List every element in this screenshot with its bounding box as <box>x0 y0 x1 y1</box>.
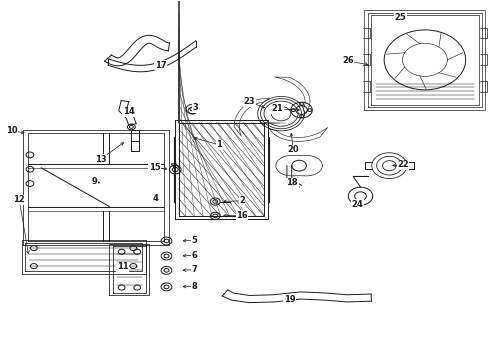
Text: 26: 26 <box>341 57 353 66</box>
Text: 9: 9 <box>92 177 98 186</box>
Text: 19: 19 <box>283 294 295 303</box>
Text: 1: 1 <box>216 140 222 149</box>
Text: 11: 11 <box>117 262 128 271</box>
Text: 18: 18 <box>286 178 298 187</box>
Text: 10: 10 <box>5 126 17 135</box>
Text: 24: 24 <box>351 200 363 209</box>
Text: 17: 17 <box>155 61 166 70</box>
Text: 5: 5 <box>191 236 197 245</box>
Text: 8: 8 <box>191 282 197 291</box>
Text: 22: 22 <box>396 161 408 170</box>
Text: 12: 12 <box>13 195 25 204</box>
Text: 15: 15 <box>149 163 161 172</box>
Text: 2: 2 <box>239 196 244 205</box>
Text: 13: 13 <box>95 155 106 164</box>
Text: 3: 3 <box>192 103 198 112</box>
Text: 14: 14 <box>122 107 134 116</box>
Text: 21: 21 <box>271 104 283 113</box>
Text: 23: 23 <box>243 97 255 106</box>
Text: 6: 6 <box>191 251 197 260</box>
Text: 20: 20 <box>287 145 299 154</box>
Text: 4: 4 <box>153 194 159 203</box>
Text: 25: 25 <box>394 13 406 22</box>
Text: 7: 7 <box>191 265 197 274</box>
Text: 16: 16 <box>236 211 247 220</box>
